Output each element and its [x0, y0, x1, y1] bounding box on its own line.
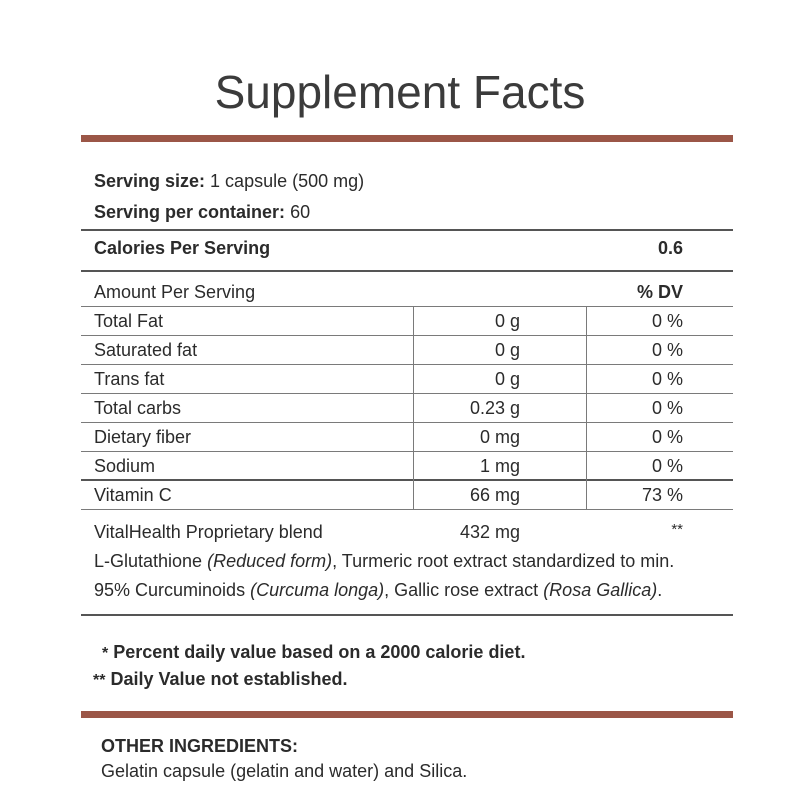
nutrient-amount: 0.23 g [469, 398, 520, 418]
per-container-label: Serving per container: [94, 202, 286, 222]
dv-header: % DV [636, 282, 683, 302]
serving-size-value: 1 capsule (500 mg) [205, 171, 365, 191]
blend-text: , Turmeric root extract standardized to … [332, 551, 675, 571]
column-divider [413, 306, 414, 509]
other-ingredients-heading: OTHER INGREDIENTS: [101, 736, 299, 756]
divider-calories-top [81, 229, 733, 231]
nutrient-name: Total carbs [94, 398, 182, 418]
blend-text: . [657, 580, 663, 600]
row-divider [81, 335, 733, 336]
page-title: Supplement Facts [214, 66, 586, 118]
nutrient-name: Sodium [94, 456, 156, 476]
nutrient-amount: 1 mg [479, 456, 520, 476]
nutrient-dv: 0 % [651, 427, 683, 447]
row-divider [81, 451, 733, 452]
footnote-text: Daily Value not established. [110, 669, 348, 689]
top-accent-bar [81, 135, 733, 142]
blend-text-italic: (Rosa Gallica) [543, 580, 658, 600]
nutrient-dv: 0 % [651, 398, 683, 418]
calories-label: Calories Per Serving [94, 238, 271, 258]
nutrient-amount: 0 g [494, 311, 520, 331]
row-divider-bold [81, 479, 733, 481]
blend-text: 95% Curcuminoids [94, 580, 251, 600]
servings-per-container: Serving per container: 60 [94, 201, 310, 223]
footnote-not-established: ** Daily Value not established. [93, 668, 348, 692]
amount-per-serving-header: Amount Per Serving [94, 282, 256, 302]
nutrient-dv: 0 % [651, 311, 683, 331]
nutrient-dv: 0 % [651, 340, 683, 360]
serving-size-label: Serving size: [94, 171, 206, 191]
blend-ingredients-line-1: L-Glutathione (Reduced form), Turmeric r… [94, 550, 674, 572]
nutrient-name: Total Fat [94, 311, 164, 331]
per-container-value: 60 [285, 202, 311, 222]
row-divider [81, 509, 733, 510]
bottom-accent-bar [81, 711, 733, 718]
nutrient-amount: 0 g [494, 369, 520, 389]
row-divider [81, 422, 733, 423]
nutrient-dv: 0 % [651, 456, 683, 476]
nutrient-dv: 73 % [641, 485, 683, 505]
divider-calories-bottom [81, 270, 733, 272]
serving-size: Serving size: 1 capsule (500 mg) [94, 170, 364, 192]
blend-dv: ** [671, 521, 683, 538]
nutrient-name: Vitamin C [94, 485, 172, 505]
blend-amount: 432 mg [459, 522, 520, 542]
divider-footnotes-top [81, 614, 733, 616]
footnote-daily-value: * Percent daily value based on a 2000 ca… [102, 641, 525, 665]
nutrient-dv: 0 % [651, 369, 683, 389]
other-ingredients-text: Gelatin capsule (gelatin and water) and … [101, 761, 468, 781]
footnote-marker: ** [93, 672, 106, 689]
nutrient-name: Trans fat [94, 369, 165, 389]
column-divider [586, 306, 587, 509]
blend-text-italic: (Reduced form) [207, 551, 333, 571]
footnote-text: Percent daily value based on a 2000 calo… [113, 642, 526, 662]
blend-text-italic: (Curcuma longa) [250, 580, 385, 600]
nutrient-name: Dietary fiber [94, 427, 192, 447]
blend-ingredients-line-2: 95% Curcuminoids (Curcuma longa), Gallic… [94, 579, 662, 601]
calories-value: 0.6 [657, 238, 683, 258]
blend-text: , Gallic rose extract [384, 580, 544, 600]
nutrient-amount: 0 mg [479, 427, 520, 447]
row-divider [81, 393, 733, 394]
row-divider [81, 306, 733, 307]
nutrient-name: Saturated fat [94, 340, 198, 360]
footnote-marker: * [102, 645, 109, 662]
blend-text: L-Glutathione [94, 551, 208, 571]
nutrient-amount: 66 mg [469, 485, 520, 505]
row-divider [81, 364, 733, 365]
blend-name: VitalHealth Proprietary blend [94, 522, 323, 542]
nutrient-amount: 0 g [494, 340, 520, 360]
